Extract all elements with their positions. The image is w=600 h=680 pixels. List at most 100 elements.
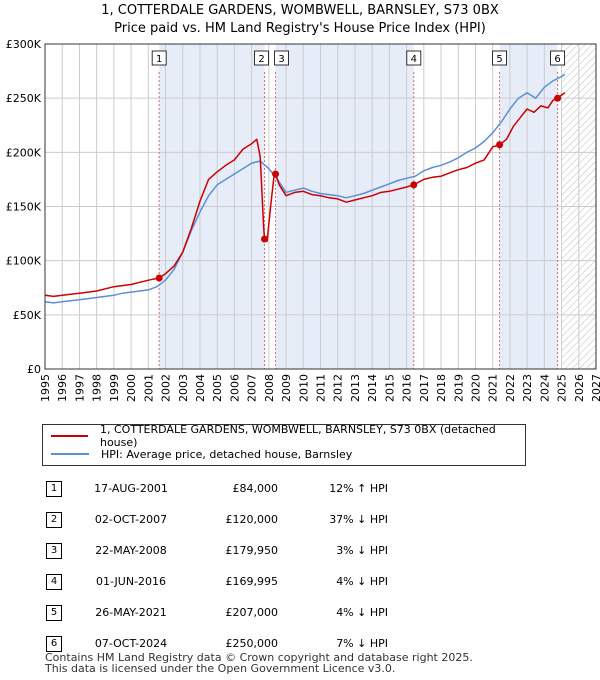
table-row: 6 07-OCT-2024 £250,000 7% ↓ HPI	[42, 628, 388, 659]
property-price-line	[44, 92, 566, 298]
sale-number-box: 5	[46, 604, 62, 621]
sale-number: 1	[42, 473, 76, 504]
sale-label-text: 2	[258, 54, 264, 65]
sale-number-box: 1	[46, 480, 62, 497]
x-tick-label: 2018	[435, 374, 448, 402]
plot-frame	[44, 43, 597, 370]
sale-hpi-diff: 7% ↓ HPI	[336, 637, 388, 650]
sale-number-box: 4	[46, 573, 62, 590]
x-tick-label: 2019	[452, 374, 465, 402]
sale-price: £169,995	[225, 575, 279, 588]
footer-line-2: This data is licensed under the Open Gov…	[45, 662, 396, 675]
sale-number: 4	[42, 566, 76, 597]
sale-date: 22-MAY-2008	[95, 544, 167, 557]
sale-label-box	[492, 50, 507, 66]
table-row: 5 26-MAY-2021 £207,000 4% ↓ HPI	[42, 597, 388, 628]
footer-line-1: Contains HM Land Registry data © Crown c…	[45, 651, 473, 664]
x-tick-label: 2023	[521, 374, 534, 402]
legend-swatch-red	[51, 435, 88, 437]
table-row: 3 22-MAY-2008 £179,950 3% ↓ HPI	[42, 535, 388, 566]
y-tick-label: £200K	[6, 146, 42, 159]
sale-label-box	[151, 50, 167, 66]
sale-price: £250,000	[225, 637, 279, 650]
y-tick-label: £100K	[6, 255, 42, 268]
sale-number: 6	[42, 628, 76, 659]
sale-label-text: 1	[156, 54, 162, 65]
x-tick-label: 2012	[332, 374, 345, 402]
sale-point	[554, 94, 562, 102]
x-tick-label: 2027	[590, 374, 600, 402]
x-tick-label: 2007	[246, 374, 259, 402]
chart-title: 1, COTTERDALE GARDENS, WOMBWELL, BARNSLE…	[101, 3, 499, 18]
y-tick-label: £300K	[6, 38, 42, 51]
legend-swatch-blue	[51, 453, 89, 455]
x-tick-label: 2004	[194, 374, 207, 402]
x-tick-label: 2024	[538, 374, 551, 402]
x-tick-label: 2002	[160, 374, 173, 402]
y-tick-label: £50K	[13, 309, 42, 322]
sale-number: 2	[42, 504, 76, 535]
sale-label-text: 4	[411, 54, 417, 65]
x-tick-label: 2011	[315, 374, 328, 402]
y-tick-label: £0	[27, 363, 41, 376]
sale-hpi-diff: 4% ↓ HPI	[336, 606, 388, 619]
sale-price: £179,950	[225, 544, 279, 557]
x-tick-label: 2025	[556, 374, 569, 402]
legend-item-property: 1, COTTERDALE GARDENS, WOMBWELL, BARNSLE…	[51, 423, 525, 449]
sale-date: 07-OCT-2024	[94, 637, 168, 650]
x-tick-label: 2021	[487, 374, 500, 402]
legend-label-property: 1, COTTERDALE GARDENS, WOMBWELL, BARNSLE…	[99, 423, 496, 449]
x-tick-label: 1995	[39, 374, 52, 402]
hpi-line	[44, 73, 566, 304]
sale-number-box: 2	[46, 511, 62, 528]
sale-hpi-diff: 12% ↑ HPI	[329, 482, 388, 495]
sale-point	[496, 141, 504, 149]
x-tick-label: 1996	[56, 374, 69, 402]
sale-label-text: 3	[278, 54, 284, 65]
sale-number: 3	[42, 535, 76, 566]
y-tick-label: £250K	[6, 92, 42, 105]
sales-table: 1 17-AUG-2001 £84,000 12% ↑ HPI 2 02-OCT-2007…	[42, 473, 388, 659]
sale-number-box: 3	[46, 542, 62, 559]
sale-hpi-diff: 37% ↓ HPI	[329, 513, 388, 526]
x-tick-label: 2014	[366, 374, 379, 402]
sale-point	[272, 170, 280, 178]
x-tick-label: 2008	[263, 374, 276, 402]
sale-date: 26-MAY-2021	[95, 606, 167, 619]
x-tick-label: 1999	[108, 374, 121, 402]
sale-price: £207,000	[225, 606, 279, 619]
sale-date: 02-OCT-2007	[94, 513, 168, 526]
price-chart: 1 2 3 4 5 6 £0 £50K £100K £150K £200K £250K £300K 199…	[6, 38, 600, 402]
sale-price: £120,000	[225, 513, 279, 526]
sale-number-box: 6	[46, 635, 62, 652]
sale-label-text: 6	[554, 54, 560, 65]
x-tick-label: 1997	[73, 374, 86, 402]
x-tick-label: 2015	[383, 374, 396, 402]
x-tick-label: 2005	[211, 374, 224, 402]
sale-price: £84,000	[232, 482, 279, 495]
sale-number: 5	[42, 597, 76, 628]
x-tick-label: 1998	[91, 374, 104, 402]
footer: Contains HM Land Registry data © Crown c…	[45, 652, 473, 674]
x-tick-label: 2013	[349, 374, 362, 402]
sale-point	[410, 181, 418, 189]
sale-point	[261, 235, 269, 243]
sale-label-box	[274, 50, 289, 66]
table-row: 4 01-JUN-2016 £169,995 4% ↓ HPI	[42, 566, 388, 597]
x-tick-label: 2020	[469, 374, 482, 402]
sale-hpi-diff: 3% ↓ HPI	[336, 544, 388, 557]
legend-label-hpi: HPI: Average price, detached house, Barn…	[101, 447, 353, 461]
sale-label-box	[406, 50, 422, 66]
legend-item-hpi: HPI: Average price, detached house, Barn…	[51, 446, 352, 462]
x-tick-label: 2026	[573, 374, 586, 402]
sale-point	[155, 274, 163, 282]
sale-hpi-diff: 4% ↓ HPI	[336, 575, 388, 588]
x-tick-label: 2016	[401, 374, 414, 402]
chart-subtitle: Price paid vs. HM Land Registry's House …	[114, 21, 486, 36]
x-tick-label: 2022	[504, 374, 517, 402]
x-tick-label: 2001	[142, 374, 155, 402]
x-tick-label: 2000	[125, 374, 138, 402]
sale-label-box	[550, 50, 566, 66]
sale-date: 01-JUN-2016	[95, 575, 167, 588]
sale-label-box	[254, 50, 269, 66]
